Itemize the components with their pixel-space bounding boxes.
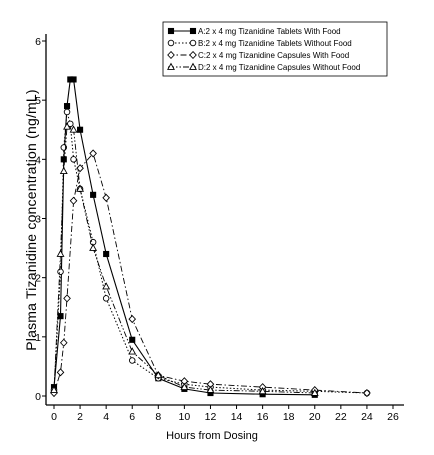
legend-marker [167, 62, 175, 70]
data-point [90, 191, 97, 198]
y-tick-label: 0 [35, 391, 41, 403]
x-tick-label: 20 [309, 411, 321, 423]
legend-marker [167, 50, 175, 60]
axes [45, 34, 404, 406]
x-tick-label: 24 [361, 411, 373, 423]
y-tick-label: 5 [35, 95, 41, 107]
x-axis-label: Hours from Dosing [166, 430, 258, 442]
series-d [50, 122, 319, 396]
y-axis-label: Plasma Tizanidine concentration (ng/mL) [23, 89, 39, 350]
legend-item: C:2 x 4 mg Tizanidine Capsules With Food [167, 50, 349, 60]
data-point [56, 368, 65, 377]
data-point [63, 122, 72, 130]
data-point [258, 386, 267, 395]
legend-item: B:2 x 4 mg Tizanidine Tablets Without Fo… [167, 39, 352, 48]
x-tick-label: 2 [77, 411, 83, 423]
legend-frame [162, 21, 388, 77]
data-point [129, 336, 136, 343]
series-a [50, 76, 318, 398]
data-point [206, 385, 215, 393]
legend-item: A:2 x 4 mg Tizanidine Tablets With Food [167, 27, 341, 36]
data-point [60, 156, 67, 163]
data-point [59, 338, 68, 347]
data-point [59, 166, 68, 175]
legend-marker [189, 39, 197, 47]
x-tick-label: 4 [103, 411, 109, 423]
x-tick-label: 16 [257, 411, 269, 423]
legend-label: D:2 x 4 mg Tizanidine Capsules Without F… [198, 63, 360, 72]
x-tick-label: 12 [205, 411, 217, 423]
x-tick-label: 26 [387, 411, 399, 423]
data-point [154, 370, 163, 379]
y-tick-label: 4 [35, 154, 41, 166]
legend-marker [189, 62, 197, 70]
series-line [53, 78, 315, 396]
data-point [102, 282, 111, 290]
y-tick-label: 1 [35, 332, 41, 344]
legend-marker [167, 39, 175, 47]
data-point [56, 249, 65, 257]
series-c [50, 149, 371, 398]
legend-items: A:2 x 4 mg Tizanidine Tablets With Food B… [167, 27, 360, 72]
series-line [53, 152, 367, 394]
data-point [69, 196, 78, 205]
legend-label: B:2 x 4 mg Tizanidine Tablets Without Fo… [198, 39, 352, 48]
x-tick-label: 22 [335, 411, 347, 423]
y-ticks: 0 1 2 3 4 5 6 [35, 36, 46, 403]
series-layer [50, 76, 371, 398]
legend-marker [189, 27, 197, 35]
data-point [128, 315, 137, 324]
legend-marker [189, 50, 197, 60]
legend-item: D:2 x 4 mg Tizanidine Capsules Without F… [167, 62, 360, 72]
x-tick-label: 18 [283, 411, 295, 423]
data-point [63, 103, 71, 110]
data-point [128, 357, 136, 364]
x-ticks: 0 2 4 6 8 10 12 14 16 18 20 22 24 26 [51, 405, 399, 423]
data-point [77, 126, 84, 133]
data-point [63, 108, 71, 116]
data-point [102, 193, 110, 202]
data-point [70, 76, 77, 83]
x-tick-label: 8 [155, 411, 161, 423]
data-point [63, 294, 71, 303]
series-line [53, 111, 367, 394]
data-point [103, 250, 110, 258]
legend-label: A:2 x 4 mg Tizanidine Tablets With Food [198, 27, 341, 36]
y-tick-label: 2 [35, 273, 41, 285]
data-point [69, 125, 78, 133]
series-line [53, 126, 315, 394]
series-b [50, 108, 371, 397]
data-point [310, 388, 319, 396]
data-point [50, 385, 58, 393]
data-point [128, 347, 137, 355]
data-point [180, 382, 189, 390]
legend-marker [167, 27, 175, 35]
data-point [57, 313, 64, 320]
data-point [89, 243, 98, 251]
x-tick-label: 14 [231, 411, 243, 423]
y-tick-label: 3 [35, 214, 41, 226]
x-tick-label: 10 [179, 411, 191, 423]
data-point [70, 156, 77, 163]
legend-label: C:2 x 4 mg Tizanidine Capsules With Food [198, 51, 349, 60]
data-point [76, 184, 85, 192]
data-point [57, 268, 64, 276]
x-tick-label: 6 [129, 411, 135, 423]
x-tick-label: 0 [51, 411, 57, 423]
y-tick-label: 6 [35, 36, 41, 48]
data-point [102, 295, 110, 302]
data-point [363, 388, 371, 398]
data-point [89, 149, 97, 158]
legend: A:2 x 4 mg Tizanidine Tablets With Food B… [162, 21, 388, 77]
